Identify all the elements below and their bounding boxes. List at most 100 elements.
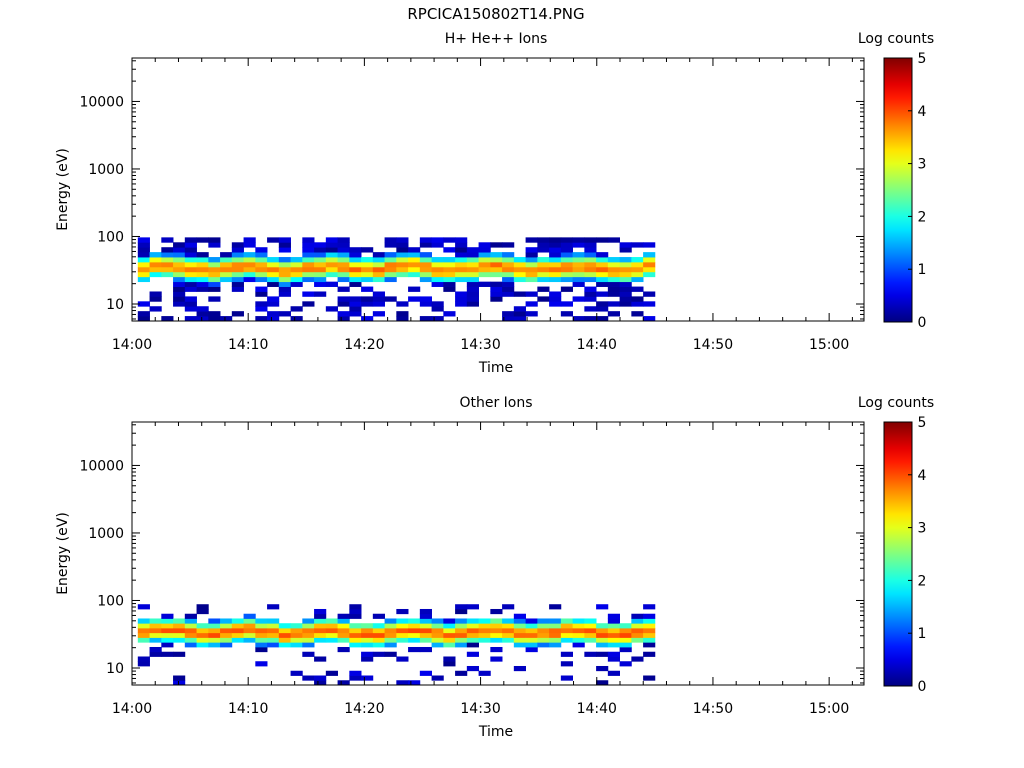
spectrogram-cell [560, 311, 573, 317]
spectrogram-cell [349, 311, 362, 317]
spectrogram-cell [173, 286, 186, 292]
x-tick-label: 14:20 [344, 701, 384, 717]
y-tick-label: 10 [106, 661, 124, 677]
spectrogram-cell [372, 291, 385, 297]
spectrogram-cell [525, 637, 538, 643]
spectrogram-cell [466, 623, 479, 629]
spectrogram-cell [208, 296, 221, 302]
spectrogram-cell [490, 656, 503, 662]
spectrogram-cell [231, 286, 244, 292]
spectrogram-cell [267, 266, 280, 273]
x-tick-label: 14:10 [228, 337, 268, 353]
spectrogram-cell [220, 266, 233, 273]
spectrogram-cell [643, 637, 656, 643]
spectrogram-cell [396, 257, 409, 263]
spectrogram-cell [549, 257, 562, 263]
spectrogram-cell [361, 632, 374, 638]
spectrogram-cell [255, 316, 268, 322]
spectrogram-cell [643, 632, 656, 638]
spectrogram-cell [290, 257, 303, 263]
spectrogram-cell [161, 266, 174, 273]
spectrogram-cell [631, 613, 644, 619]
spectrogram-cell [314, 257, 327, 263]
spectrogram-cell [502, 316, 515, 322]
spectrogram-cell [490, 291, 503, 297]
spectrogram-cell [396, 266, 409, 273]
x-tick-label: 14:40 [577, 701, 617, 717]
spectrogram-cell [596, 627, 609, 634]
colorbar-gradient [883, 421, 913, 687]
spectrogram-cell [525, 252, 538, 258]
spectrogram-cell [560, 618, 573, 624]
spectrogram-cell [184, 257, 197, 263]
spectrogram-cell [513, 316, 526, 322]
spectrogram-cell [419, 237, 432, 243]
spectrogram-cell [466, 627, 479, 634]
spectrogram-cell [419, 261, 432, 268]
spectrogram-cell [396, 632, 409, 638]
spectrogram-cell [596, 632, 609, 638]
spectrogram-cell [173, 675, 186, 681]
spectrogram-cell [337, 311, 350, 317]
spectrogram-cell [290, 316, 303, 322]
spectrogram-cell [419, 637, 432, 643]
spectrogram-cell [255, 252, 268, 258]
spectrogram-cell [255, 632, 268, 638]
spectrogram-cell [349, 632, 362, 638]
spectrogram-cell [196, 261, 209, 268]
spectrogram-cell [549, 237, 562, 243]
spectrogram-cell [560, 675, 573, 681]
spectrogram-cell [302, 675, 315, 681]
spectrogram-cell [572, 261, 585, 268]
spectrogram-cell [455, 296, 468, 302]
spectrogram-cell [184, 613, 197, 619]
spectrogram-cell [161, 316, 174, 322]
spectrogram-cell [137, 627, 150, 634]
spectrogram-cell [466, 257, 479, 263]
spectrogram-cell [231, 266, 244, 273]
spectrogram-cell [184, 252, 197, 258]
spectrogram-cell [466, 266, 479, 273]
x-tick-label: 14:00 [112, 701, 152, 717]
spectrogram-cell [231, 311, 244, 317]
spectrogram-cell [337, 316, 350, 322]
spectrogram-cell [325, 257, 338, 263]
spectrogram-cell [525, 266, 538, 273]
spectrogram-cell [149, 627, 162, 634]
spectrogram-cell [208, 316, 221, 322]
spectrogram-cell [631, 266, 644, 273]
spectrogram-cell [502, 252, 515, 258]
spectrogram-cell [337, 286, 350, 292]
spectrogram-cell [149, 637, 162, 643]
y-tick-label: 100 [97, 229, 124, 245]
spectrogram-cell [431, 618, 444, 624]
spectrogram-cell [161, 623, 174, 629]
spectrogram-cell [161, 257, 174, 263]
colorbar-tick-label: 3 [918, 157, 927, 173]
spectrogram-cell [643, 651, 656, 657]
spectrogram-cell [537, 642, 550, 648]
spectrogram-cell [161, 271, 174, 278]
spectrogram-cell [361, 296, 374, 302]
spectrogram-cell [349, 252, 362, 258]
spectrogram-cell [208, 618, 221, 624]
spectrogram-cell [361, 656, 374, 662]
spectrogram-cell [572, 266, 585, 273]
spectrogram-cell [325, 247, 338, 253]
spectrogram-cell [337, 627, 350, 634]
colorbar-tick-label: 1 [918, 626, 927, 642]
spectrogram-cell [173, 632, 186, 638]
spectrogram-cell [290, 637, 303, 643]
spectrogram-cell [208, 627, 221, 634]
spectrogram-cell [419, 670, 432, 676]
spectrogram-cell [137, 311, 150, 317]
spectrogram-cell [596, 604, 609, 610]
spectrogram-cell [243, 257, 256, 263]
spectrogram-cell [302, 252, 315, 258]
spectrogram-cell [349, 604, 362, 610]
spectrogram-cell [231, 281, 244, 287]
spectrogram-cell [560, 627, 573, 634]
spectrogram-cell [631, 637, 644, 643]
spectrogram-cell [596, 665, 609, 672]
